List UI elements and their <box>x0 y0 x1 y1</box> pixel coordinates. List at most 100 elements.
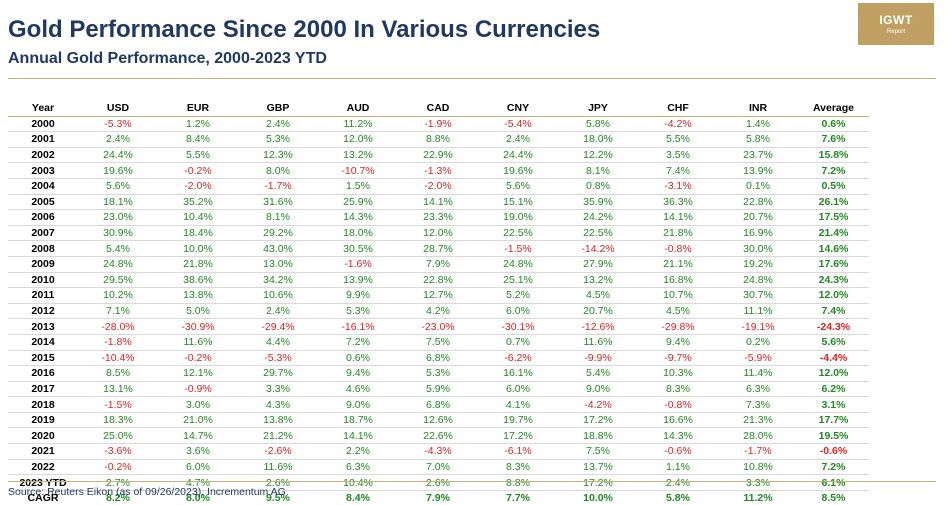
value-cell: 2.2% <box>318 443 398 460</box>
value-cell: 7.0% <box>398 459 478 476</box>
value-cell: 35.2% <box>158 194 238 211</box>
value-cell: 7.5% <box>398 334 478 351</box>
value-cell: 27.9% <box>558 256 638 273</box>
value-cell: 36.3% <box>638 194 718 211</box>
value-cell: 16.8% <box>638 272 718 289</box>
value-cell: 30.9% <box>78 225 158 242</box>
value-cell: -2.6% <box>238 443 318 460</box>
value-cell: -6.2% <box>478 350 558 367</box>
value-cell: 13.8% <box>238 412 318 429</box>
value-cell: 8.8% <box>478 474 558 491</box>
value-cell: 13.9% <box>318 272 398 289</box>
value-cell: -4.2% <box>558 396 638 413</box>
bottom-divider <box>8 481 936 482</box>
value-cell: 14.1% <box>638 209 718 226</box>
value-cell: 4.3% <box>238 396 318 413</box>
value-cell: -3.6% <box>78 443 158 460</box>
value-cell: 10.0% <box>558 489 638 505</box>
value-cell: 5.6% <box>78 178 158 195</box>
value-cell: 9.9% <box>318 287 398 304</box>
value-cell: -1.9% <box>398 116 478 133</box>
value-cell: -0.2% <box>158 350 238 367</box>
value-cell: 19.0% <box>478 209 558 226</box>
year-cell: 2009 <box>8 256 78 273</box>
value-cell: -30.1% <box>478 318 558 335</box>
value-cell: 10.6% <box>238 287 318 304</box>
source-note: Source: Reuters Eikon (as of 09/26/2023)… <box>8 486 286 498</box>
table-header-row: Year USD EUR GBP AUD CAD CNY JPY CHF INR Average <box>8 101 869 117</box>
value-cell: -12.6% <box>558 318 638 335</box>
average-cell: 24.3% <box>798 272 869 289</box>
value-cell: 9.4% <box>318 365 398 382</box>
value-cell: 25.9% <box>318 194 398 211</box>
title-divider <box>8 78 936 79</box>
column-header: Average <box>798 101 869 117</box>
value-cell: 10.7% <box>638 287 718 304</box>
value-cell: 22.5% <box>478 225 558 242</box>
value-cell: 34.2% <box>238 272 318 289</box>
value-cell: 17.2% <box>558 412 638 429</box>
table-row: 2017 13.1% -0.9% 3.3% 4.6% 5.9% 6.0% 9.0% 8.3% 6.… <box>8 381 869 398</box>
year-cell: CAGR <box>8 489 78 505</box>
value-cell: 4.5% <box>558 287 638 304</box>
value-cell: 21.1% <box>638 256 718 273</box>
table-row: 2014 -1.8% 11.6% 4.4% 7.2% 7.5% 0.7% 11.6% 9.4% 0… <box>8 334 869 351</box>
logo-main-text: IGWT <box>879 13 913 27</box>
value-cell: 8.0% <box>238 162 318 179</box>
value-cell: 11.1% <box>718 303 798 320</box>
table-row: 2007 30.9% 18.4% 29.2% 18.0% 12.0% 22.5% 22.5% 2… <box>8 225 869 242</box>
average-cell: 17.6% <box>798 256 869 273</box>
column-header: CNY <box>478 101 558 117</box>
value-cell: -3.1% <box>638 178 718 195</box>
value-cell: -0.6% <box>638 443 718 460</box>
value-cell: 2.4% <box>78 131 158 148</box>
value-cell: -9.7% <box>638 350 718 367</box>
value-cell: -6.1% <box>478 443 558 460</box>
value-cell: 29.2% <box>238 225 318 242</box>
table-row: 2019 18.3% 21.0% 13.8% 18.7% 12.6% 19.7% 17.2% 1… <box>8 412 869 429</box>
value-cell: 8.0% <box>158 489 238 505</box>
table-row: 2003 19.6% -0.2% 8.0% -10.7% -1.3% 19.6% 8.1% 7.… <box>8 162 869 179</box>
value-cell: 9.4% <box>638 334 718 351</box>
year-cell: 2003 <box>8 162 78 179</box>
year-cell: 2016 <box>8 365 78 382</box>
value-cell: -5.9% <box>718 350 798 367</box>
value-cell: 43.0% <box>238 240 318 257</box>
value-cell: -2.0% <box>398 178 478 195</box>
value-cell: -0.2% <box>158 162 238 179</box>
value-cell: 11.4% <box>718 365 798 382</box>
value-cell: 18.3% <box>78 412 158 429</box>
column-header: GBP <box>238 101 318 117</box>
value-cell: 24.8% <box>718 272 798 289</box>
value-cell: 7.5% <box>558 443 638 460</box>
value-cell: 1.5% <box>318 178 398 195</box>
value-cell: 12.7% <box>398 287 478 304</box>
value-cell: 4.6% <box>318 381 398 398</box>
average-cell: 26.1% <box>798 194 869 211</box>
value-cell: 23.0% <box>78 209 158 226</box>
value-cell: -10.7% <box>318 162 398 179</box>
year-cell: 2012 <box>8 303 78 320</box>
value-cell: 20.7% <box>558 303 638 320</box>
value-cell: 2.4% <box>478 131 558 148</box>
value-cell: 31.6% <box>238 194 318 211</box>
column-header: Year <box>8 101 78 117</box>
value-cell: 5.3% <box>318 303 398 320</box>
value-cell: 7.2% <box>318 334 398 351</box>
value-cell: -0.8% <box>638 396 718 413</box>
value-cell: 21.8% <box>638 225 718 242</box>
value-cell: 3.6% <box>158 443 238 460</box>
table-row: 2000 -5.3% 1.2% 2.4% 11.2% -1.9% -5.4% 5.8% -4.2… <box>8 116 869 133</box>
column-header: INR <box>718 101 798 117</box>
value-cell: 3.5% <box>638 147 718 164</box>
page-subtitle: Annual Gold Performance, 2000-2023 YTD <box>8 50 327 67</box>
value-cell: 11.6% <box>158 334 238 351</box>
value-cell: 10.3% <box>638 365 718 382</box>
value-cell: 5.8% <box>558 116 638 133</box>
page-title: Gold Performance Since 2000 In Various C… <box>8 16 601 43</box>
year-cell: 2002 <box>8 147 78 164</box>
year-cell: 2020 <box>8 427 78 445</box>
value-cell: 4.2% <box>398 303 478 320</box>
table-row: 2004 5.6% -2.0% -1.7% 1.5% -2.0% 5.6% 0.8% -3.1%… <box>8 178 869 195</box>
value-cell: 25.1% <box>478 272 558 289</box>
